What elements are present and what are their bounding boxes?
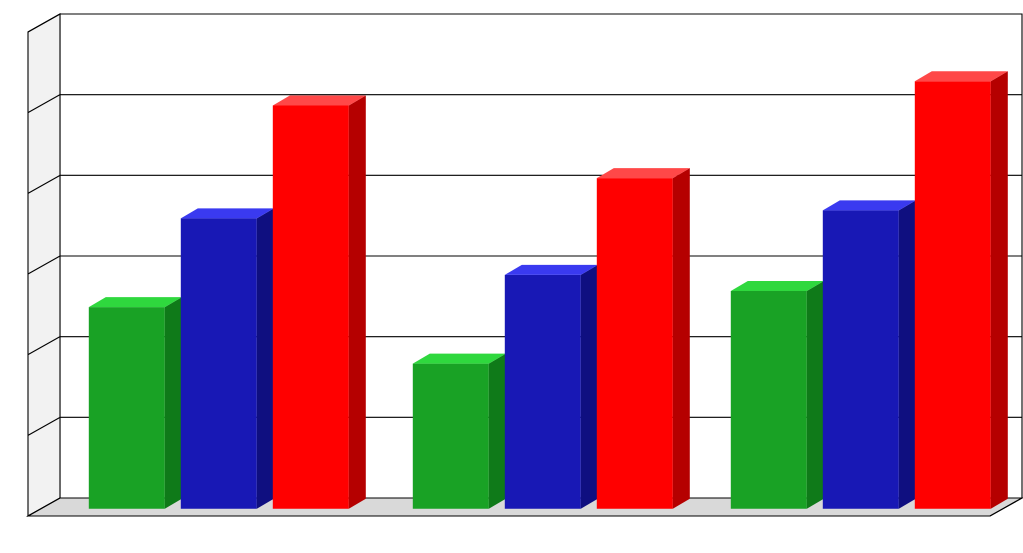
bar-side [581,265,598,509]
bar-side [257,208,274,508]
bar-front [915,81,991,509]
bar-front [413,364,489,509]
bar-side [673,168,690,509]
bar-front [823,210,899,508]
bar-chart-3d [0,0,1023,553]
bar-side [899,200,916,508]
bar-front [731,291,807,509]
bar-front [597,178,673,509]
bar-side [807,281,824,509]
bar-front [181,218,257,508]
bar-front [89,307,165,509]
bar-front [273,105,349,508]
bar-side [349,95,366,508]
bar-side [165,297,182,509]
bar-side [489,354,506,509]
bar-front [505,275,581,509]
bar-side [991,71,1008,509]
